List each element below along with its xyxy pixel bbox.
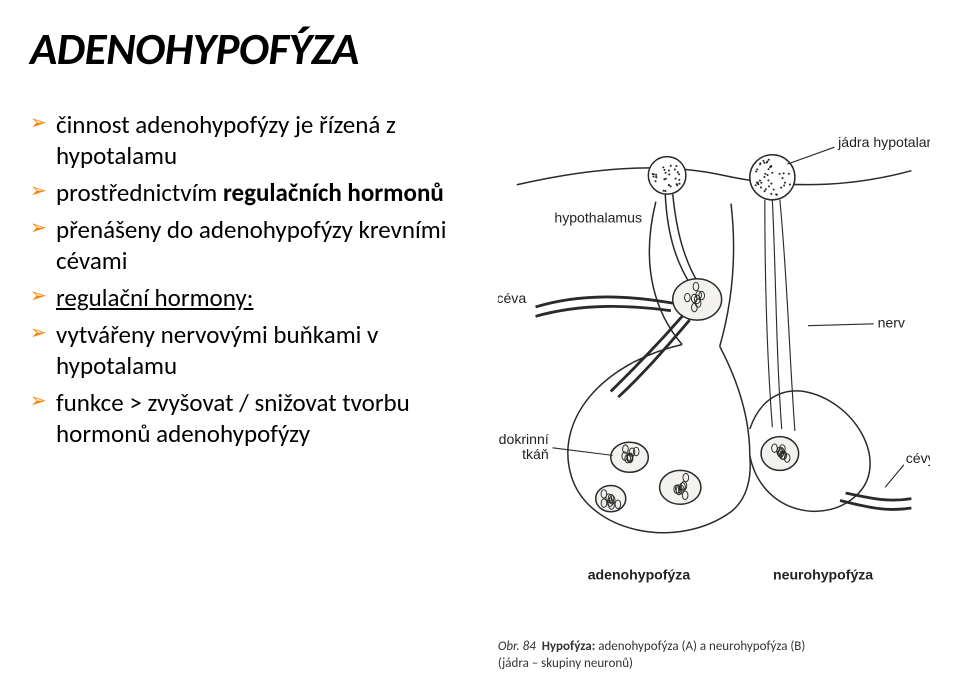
svg-text:adenohypofýza: adenohypofýza bbox=[588, 566, 691, 582]
list-item: přenášeny do adenohypofýzy krevními céva… bbox=[30, 214, 484, 276]
list-text: regulační hormony: bbox=[56, 282, 253, 313]
svg-text:endokrinní: endokrinní bbox=[498, 431, 549, 447]
svg-text:hypothalamus: hypothalamus bbox=[554, 209, 642, 225]
figure-box: jádra hypotalamu hypothalamus céva nerv endo… bbox=[498, 103, 930, 633]
anatomy-diagram: jádra hypotalamu hypothalamus céva nerv endo… bbox=[498, 103, 930, 633]
list-text: funkce > zvyšovat / snižovat tvorbu horm… bbox=[56, 387, 410, 449]
list-item: prostřednictvím regulačních hormonů bbox=[30, 177, 484, 208]
figure-column: jádra hypotalamu hypothalamus céva nerv endo… bbox=[498, 103, 930, 673]
svg-text:cévy: cévy bbox=[906, 450, 930, 466]
svg-text:neurohypofýza: neurohypofýza bbox=[773, 566, 873, 582]
list-item: činnost adenohypofýzy je řízená z hypota… bbox=[30, 109, 484, 171]
list-item: funkce > zvyšovat / snižovat tvorbu horm… bbox=[30, 387, 484, 449]
bullet-list: činnost adenohypofýzy je řízená z hypota… bbox=[30, 109, 484, 449]
list-text: přenášeny do adenohypofýzy krevními céva… bbox=[56, 214, 447, 276]
svg-text:céva: céva bbox=[498, 290, 526, 306]
list-text: činnost adenohypofýzy je řízená z hypota… bbox=[56, 109, 396, 171]
svg-text:jádra hypotalamu: jádra hypotalamu bbox=[837, 134, 930, 150]
svg-text:tkáň: tkáň bbox=[522, 446, 549, 462]
list-item: vytvářeny nervovými buňkami v hypotalamu bbox=[30, 319, 484, 381]
list-text: prostřednictvím regulačních hormonů bbox=[56, 177, 444, 208]
figure-caption: Obr. 84 Hypofýza: adenohypofýza (A) a ne… bbox=[498, 639, 806, 673]
list-text: vytvářeny nervovými buňkami v hypotalamu bbox=[56, 319, 378, 381]
list-item: regulační hormony: bbox=[30, 282, 484, 313]
page-title: ADENOHYPOFÝZA bbox=[30, 22, 930, 77]
svg-text:nerv: nerv bbox=[877, 315, 904, 331]
content-row: činnost adenohypofýzy je řízená z hypota… bbox=[30, 103, 930, 673]
text-column: činnost adenohypofýzy je řízená z hypota… bbox=[30, 103, 484, 673]
